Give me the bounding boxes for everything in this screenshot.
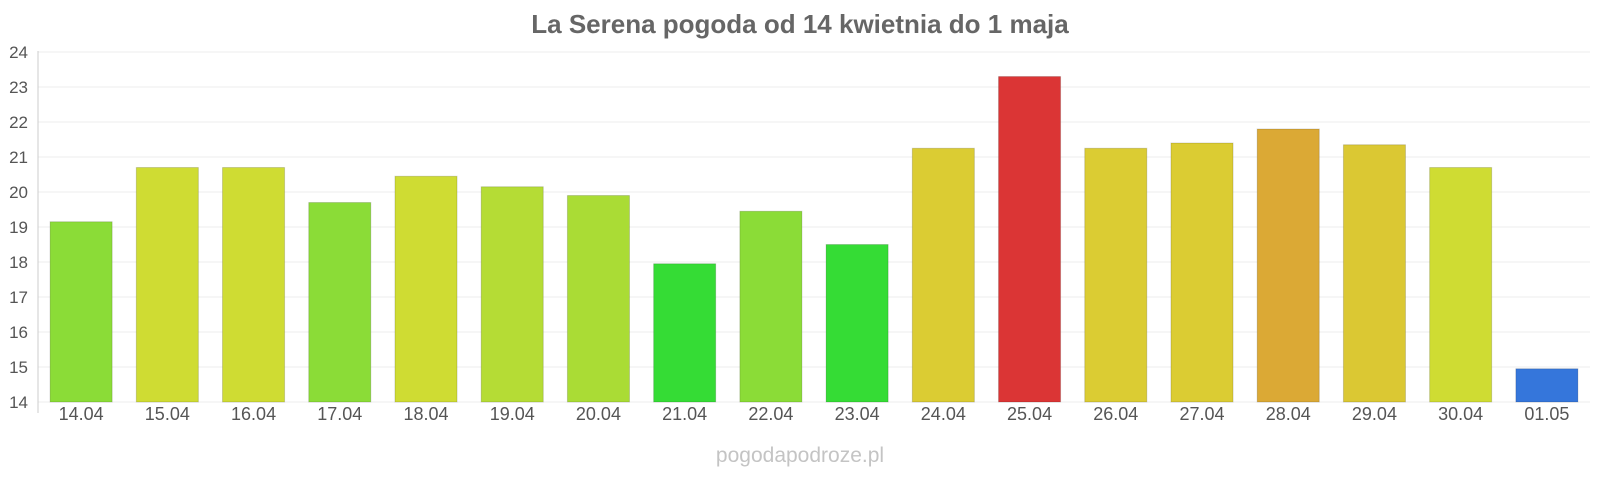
x-tick-label: 24.04 bbox=[921, 404, 966, 424]
bar-15.04 bbox=[135, 167, 199, 403]
y-tick-label: 24 bbox=[9, 43, 28, 62]
x-tick-label: 15.04 bbox=[145, 404, 190, 424]
bar-24.04 bbox=[911, 147, 975, 403]
y-tick-label: 16 bbox=[9, 323, 28, 342]
y-tick-label: 17 bbox=[9, 288, 28, 307]
x-tick-label: 25.04 bbox=[1007, 404, 1052, 424]
x-tick-label: 14.04 bbox=[59, 404, 104, 424]
x-axis-ticks: 14.04 15.04 16.04 17.04 18.04 19.04 20.04 21.04… bbox=[59, 404, 1570, 424]
bar-18.04 bbox=[394, 175, 458, 403]
x-tick-label: 28.04 bbox=[1266, 404, 1311, 424]
bar-27.04 bbox=[1170, 142, 1234, 403]
x-tick-label: 29.04 bbox=[1352, 404, 1397, 424]
bar-25.04 bbox=[998, 76, 1062, 403]
y-tick-label: 23 bbox=[9, 78, 28, 97]
bar-17.04 bbox=[308, 202, 372, 403]
y-tick-label: 14 bbox=[9, 393, 28, 412]
x-tick-label: 19.04 bbox=[490, 404, 535, 424]
x-tick-label: 18.04 bbox=[403, 404, 448, 424]
y-tick-label: 18 bbox=[9, 253, 28, 272]
x-tick-label: 16.04 bbox=[231, 404, 276, 424]
x-tick-label: 01.05 bbox=[1524, 404, 1569, 424]
y-tick-label: 15 bbox=[9, 358, 28, 377]
bar-21.04 bbox=[653, 263, 717, 403]
x-tick-label: 27.04 bbox=[1179, 404, 1224, 424]
x-tick-label: 22.04 bbox=[748, 404, 793, 424]
x-tick-label: 21.04 bbox=[662, 404, 707, 424]
bars bbox=[49, 76, 1579, 403]
x-tick-label: 20.04 bbox=[576, 404, 621, 424]
x-tick-label: 30.04 bbox=[1438, 404, 1483, 424]
x-tick-label: 17.04 bbox=[317, 404, 362, 424]
bar-01.05 bbox=[1515, 368, 1579, 403]
bar-29.04 bbox=[1342, 144, 1406, 403]
bar-22.04 bbox=[739, 210, 803, 403]
bar-28.04 bbox=[1256, 128, 1320, 403]
bar-23.04 bbox=[825, 244, 889, 403]
x-tick-label: 23.04 bbox=[835, 404, 880, 424]
grid bbox=[38, 51, 1590, 403]
y-tick-label: 19 bbox=[9, 218, 28, 237]
y-tick-label: 20 bbox=[9, 183, 28, 202]
y-tick-label: 21 bbox=[9, 148, 28, 167]
bar-30.04 bbox=[1429, 167, 1493, 403]
watermark: pogodapodroze.pl bbox=[716, 444, 884, 467]
chart-title: La Serena pogoda od 14 kwietnia do 1 maj… bbox=[531, 9, 1069, 39]
bar-14.04 bbox=[49, 221, 113, 403]
y-axis-ticks: 14 15 16 17 18 19 20 21 22 23 24 bbox=[9, 43, 28, 412]
bar-19.04 bbox=[480, 186, 544, 403]
bar-16.04 bbox=[222, 167, 286, 403]
x-tick-label: 26.04 bbox=[1093, 404, 1138, 424]
y-tick-label: 22 bbox=[9, 113, 28, 132]
bar-20.04 bbox=[566, 195, 630, 403]
bar-26.04 bbox=[1084, 147, 1148, 403]
